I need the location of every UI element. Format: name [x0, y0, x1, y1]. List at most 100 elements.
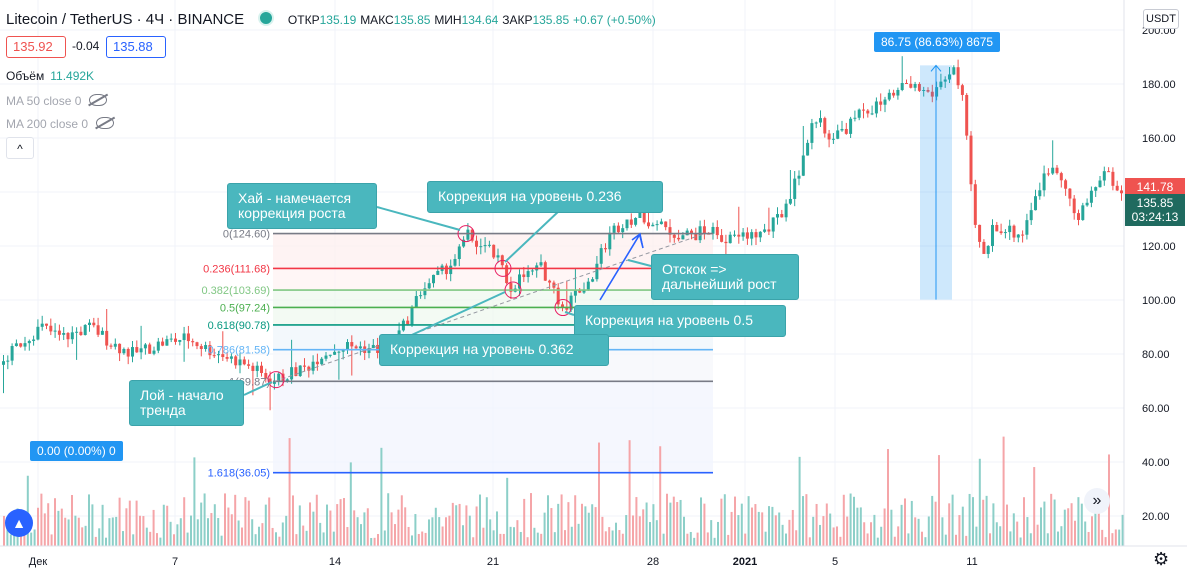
gear-icon[interactable]: ⚙ — [1153, 549, 1170, 569]
volume-bar — [203, 493, 206, 546]
volume-bar — [217, 518, 220, 546]
measure-badge[interactable]: 86.75 (86.63%) 8675 — [874, 32, 1001, 52]
volume-bar — [632, 515, 634, 546]
volume-bar — [271, 527, 274, 546]
candle-body — [350, 342, 354, 347]
tradingview-logo-icon[interactable]: ▲ — [5, 509, 33, 537]
volume-bar — [309, 502, 311, 546]
candle-body — [161, 341, 165, 346]
volume-bar — [1012, 513, 1015, 546]
eye-crossed-icon[interactable] — [89, 94, 108, 106]
candle-body — [728, 234, 732, 244]
volume-bar — [234, 494, 237, 546]
candle-body — [457, 246, 461, 260]
candle-body — [10, 346, 14, 361]
candle-body — [638, 210, 642, 218]
candle-body — [487, 244, 491, 246]
time-tick-label: 14 — [329, 556, 341, 568]
volume-bar — [108, 518, 111, 546]
candle-body — [1034, 196, 1037, 211]
candle-body — [436, 270, 440, 275]
candle-body — [83, 324, 87, 336]
callout-pointer — [504, 209, 561, 263]
volume-bar — [428, 519, 430, 546]
annotation-low[interactable]: Лой - начало тренда — [129, 380, 244, 426]
candle-body — [169, 338, 173, 340]
annotation-high[interactable]: Хай - намечается коррекция роста — [227, 183, 377, 229]
candle-body — [870, 113, 874, 115]
candle-body — [836, 130, 840, 139]
volume-bar — [142, 516, 145, 546]
ma200-indicator[interactable]: MA 200 close 0 — [6, 117, 115, 131]
volume-bar — [1033, 467, 1036, 546]
candle-body — [53, 330, 57, 332]
candle-body — [561, 304, 564, 308]
candle-body — [659, 221, 663, 225]
volume-bar — [907, 533, 910, 546]
marker-circle — [494, 259, 512, 277]
countdown-label: 03:24:13 — [1131, 210, 1179, 225]
annotation-rebound[interactable]: Отскок => дальнейший рост — [651, 254, 799, 300]
candle-body — [569, 295, 573, 310]
volume-bar — [604, 531, 607, 546]
candle-body — [733, 234, 736, 236]
candle-body — [247, 364, 251, 366]
volume-bar — [849, 493, 852, 546]
candle-body — [6, 360, 10, 362]
candle-body — [427, 283, 431, 289]
volume-bar — [465, 505, 468, 546]
candle-body — [1038, 190, 1042, 197]
volume-bar — [958, 515, 961, 546]
volume-bar — [781, 524, 784, 546]
fib-level-label: 0(124.60) — [223, 229, 270, 241]
currency-button[interactable]: USDT — [1143, 9, 1179, 29]
collapse-legend-button[interactable]: ^ — [6, 137, 34, 159]
symbol-title[interactable]: Litecoin / TetherUS · 4Ч · BINANCE — [6, 11, 245, 28]
candle-body — [109, 345, 113, 347]
volume-bar — [285, 515, 288, 546]
scroll-to-realtime-button[interactable]: » — [1084, 488, 1110, 514]
candle-body — [320, 358, 324, 365]
candle-body — [776, 214, 779, 218]
candle-body — [229, 356, 233, 359]
volume-bar — [57, 510, 60, 546]
buy-price-button[interactable]: 135.88 — [106, 36, 166, 58]
candle-body — [1008, 225, 1012, 233]
volume-bar — [173, 534, 175, 546]
volume-bar — [897, 526, 900, 546]
volume-bar — [152, 509, 155, 546]
volume-bar — [47, 503, 50, 546]
callout-pointer — [376, 206, 461, 231]
volume-bar — [948, 503, 951, 546]
sell-price-button[interactable]: 135.92 — [6, 36, 66, 58]
volume-bar — [424, 532, 427, 546]
candle-body — [100, 330, 104, 335]
candle-body — [780, 214, 784, 218]
volume-bar — [353, 510, 356, 546]
annotation-correction-05[interactable]: Коррекция на уровень 0.5 — [574, 305, 786, 337]
candle-body — [40, 323, 44, 327]
volume-indicator[interactable]: Объём 11.492K — [6, 69, 94, 83]
volume-bar — [258, 526, 260, 546]
annotation-correction-0362[interactable]: Коррекция на уровень 0.362 — [379, 334, 609, 366]
volume-bar — [1060, 526, 1063, 546]
volume-bar — [666, 493, 668, 546]
volume-bar — [190, 515, 192, 546]
volume-bar — [458, 503, 461, 546]
zero-measure-badge[interactable]: 0.00 (0.00%) 0 — [30, 441, 123, 461]
annotation-correction-0236[interactable]: Коррекция на уровень 0.236 — [427, 181, 663, 213]
eye-crossed-icon[interactable] — [96, 117, 115, 129]
candle-body — [530, 270, 534, 272]
volume-bar — [747, 496, 750, 546]
open-value: 135.19 — [319, 13, 357, 27]
volume-bar — [1091, 516, 1093, 546]
candle-body — [539, 262, 543, 266]
volume-bar — [404, 507, 407, 546]
candle-body — [221, 354, 225, 358]
volume-bar — [349, 462, 352, 546]
volume-bar — [156, 533, 158, 546]
candle-body — [453, 259, 457, 266]
ma50-indicator[interactable]: MA 50 close 0 — [6, 94, 108, 108]
volume-bar — [115, 516, 118, 546]
